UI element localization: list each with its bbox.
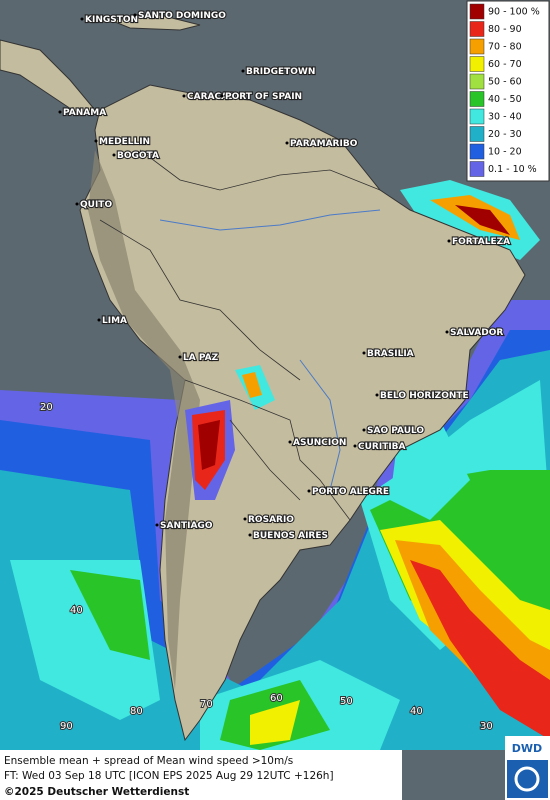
legend-swatch — [469, 73, 485, 90]
footer-box — [0, 750, 402, 800]
city-dot — [445, 330, 449, 334]
city-dot — [243, 517, 247, 521]
graticule-label: 90 — [60, 721, 73, 732]
legend-label: 10 - 20 — [488, 147, 522, 158]
legend-label: 60 - 70 — [488, 59, 522, 70]
graticule-label: 60 — [270, 693, 283, 704]
graticule-label: 30 — [480, 721, 493, 732]
footer: Ensemble mean + spread of Mean wind spee… — [0, 736, 550, 800]
legend-label: 20 - 30 — [488, 129, 522, 140]
city-label: LIMA — [102, 316, 127, 326]
city-label: BUENOS AIRES — [253, 531, 328, 541]
legend-label: 50 - 60 — [488, 77, 522, 88]
city-label: MEDELLIN — [99, 137, 150, 147]
legend-swatch — [469, 91, 485, 107]
legend-label: 40 - 50 — [488, 94, 522, 105]
city-dot — [80, 17, 84, 21]
city-label: BRIDGETOWN — [246, 67, 315, 77]
city-dot — [75, 202, 79, 206]
footer-forecast: FT: Wed 03 Sep 18 UTC [ICON EPS 2025 Aug… — [4, 770, 334, 782]
andes — [88, 150, 200, 690]
city-dot — [362, 351, 366, 355]
city-label: ASUNCION — [293, 438, 346, 448]
rivers — [159, 209, 381, 491]
borders — [99, 149, 381, 521]
logo-swirl — [514, 766, 540, 792]
city-dot — [178, 355, 182, 359]
graticule-label: 20 — [40, 402, 53, 413]
city-dot — [248, 533, 252, 537]
andes-wind — [185, 365, 275, 500]
city-label: CURITIBA — [358, 442, 406, 452]
city-label: PORT OF SPAIN — [225, 92, 302, 102]
city-dot — [155, 523, 159, 527]
city-label: BOGOTA — [117, 151, 159, 161]
city-dot — [375, 393, 379, 397]
city-dot — [112, 153, 116, 157]
logo-text: DWD — [512, 742, 542, 755]
city-dot — [362, 428, 366, 432]
legend: 90 - 100 % 80 - 90 70 - 80 60 - 70 50 - 60 40… — [466, 0, 550, 182]
city-labels: KINGSTON SANTO DOMINGOBRIDGETOWNCARACASPO… — [58, 10, 511, 542]
legend-swatch — [469, 126, 485, 142]
city-dot — [241, 69, 245, 73]
city-label: ROSARIO — [248, 515, 294, 525]
footer-title: Ensemble mean + spread of Mean wind spee… — [4, 755, 293, 767]
logo-icon — [507, 760, 548, 798]
city-label: SANTIAGO — [160, 521, 213, 531]
graticule-label: 80 — [130, 706, 143, 717]
city-dot — [182, 94, 186, 98]
city-label: KINGSTON — [85, 15, 138, 25]
city-dot — [94, 139, 98, 143]
city-label: PORTO ALEGRE — [312, 487, 389, 497]
legend-label: 80 - 90 — [488, 24, 522, 35]
legend-swatch — [469, 38, 485, 55]
legend-swatch — [469, 161, 485, 177]
city-dot — [97, 318, 101, 322]
footer-copyright: ©2025 Deutscher Wetterdienst — [4, 786, 189, 798]
legend-swatch — [469, 143, 485, 160]
legend-swatch — [469, 21, 485, 37]
city-label: PANAMA — [63, 108, 106, 118]
land — [79, 84, 526, 742]
city-label: BELO HORIZONTE — [380, 391, 469, 401]
city-label: QUITO — [80, 200, 112, 210]
city-label: PARAMARIBO — [290, 139, 358, 149]
city-dot — [353, 444, 357, 448]
legend-swatch — [469, 108, 485, 125]
city-dot — [220, 94, 224, 98]
city-label: CARACAS — [187, 92, 235, 102]
city-label: FORTALEZA — [452, 237, 510, 247]
legend-label: 30 - 40 — [488, 112, 522, 123]
city-dot — [285, 141, 289, 145]
city-label: SALVADOR — [450, 328, 503, 338]
legend-label: 0.1 - 10 % — [488, 164, 537, 175]
city-label: SANTO DOMINGO — [138, 11, 226, 21]
graticule-labels: 20 40 90 80 70 60 50 40 30 — [39, 401, 494, 733]
graticule-label: 50 — [340, 696, 353, 707]
legend-label: 70 - 80 — [488, 42, 522, 53]
land — [109, 14, 201, 31]
legend-swatch — [469, 3, 485, 20]
city-dot — [58, 110, 62, 114]
city-dot — [307, 489, 311, 493]
city-dot — [133, 13, 137, 17]
graticule-label: 40 — [70, 605, 83, 616]
city-label: BRASILIA — [367, 349, 414, 359]
city-label: LA PAZ — [183, 353, 219, 363]
land — [0, 39, 96, 116]
legend-swatch — [469, 56, 485, 72]
legend-label: 90 - 100 % — [488, 7, 540, 18]
graticule-label: 40 — [410, 706, 423, 717]
city-label: SAO PAULO — [367, 426, 424, 436]
graticule-label: 70 — [200, 699, 213, 710]
city-dot — [288, 440, 292, 444]
city-dot — [447, 239, 451, 243]
